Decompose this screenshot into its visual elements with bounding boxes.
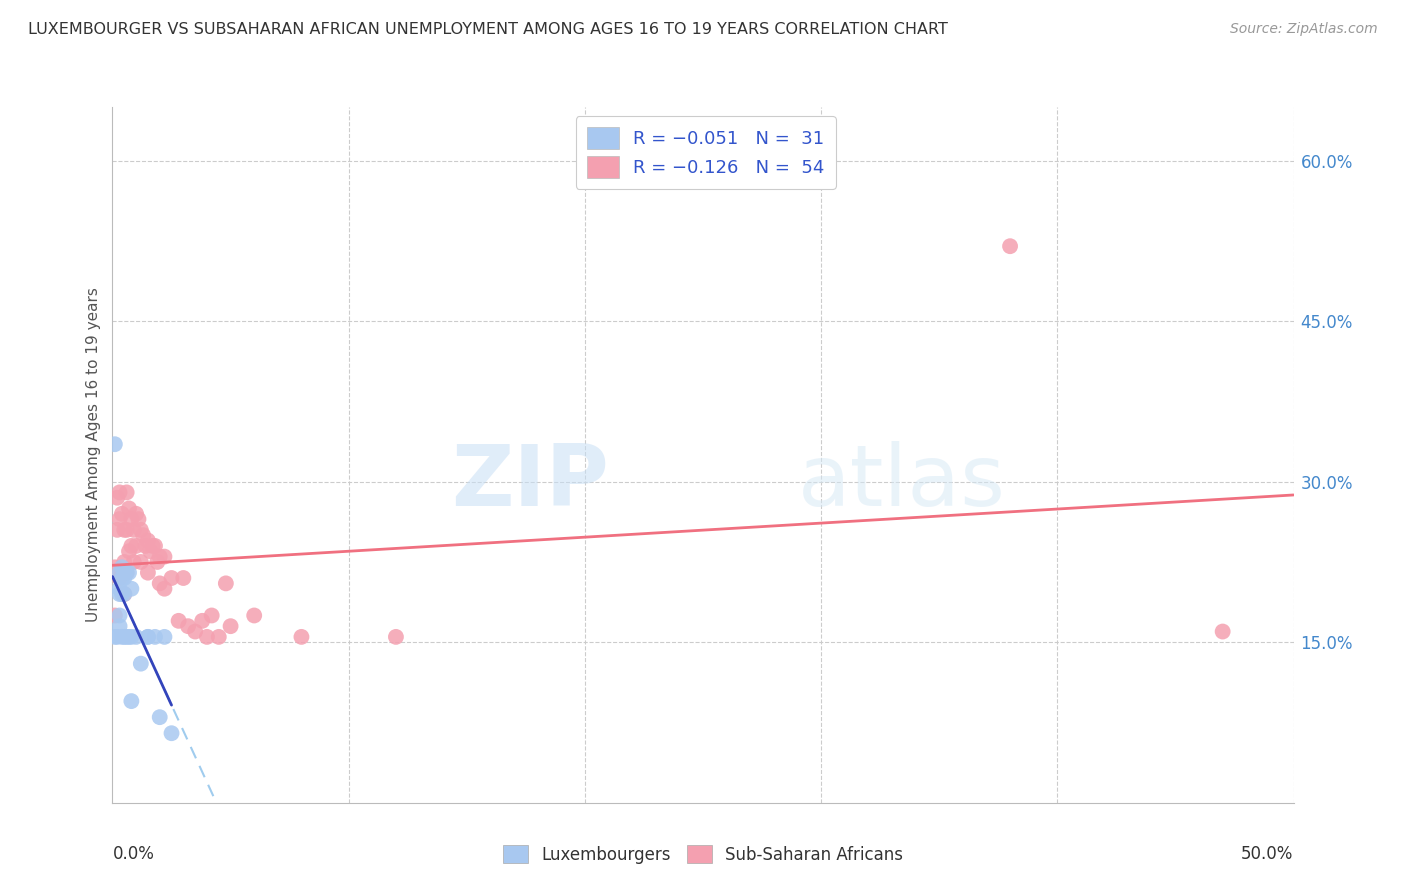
- Point: [998, 239, 1021, 253]
- Point: [108, 571, 131, 585]
- Point: [118, 630, 141, 644]
- Point: [118, 501, 141, 516]
- Point: [143, 539, 166, 553]
- Point: [219, 619, 242, 633]
- Point: [105, 491, 128, 505]
- Point: [142, 539, 165, 553]
- Point: [112, 566, 135, 580]
- Point: [108, 512, 131, 526]
- Point: [125, 507, 148, 521]
- Point: [122, 555, 145, 569]
- Point: [215, 576, 238, 591]
- Point: [111, 587, 134, 601]
- Text: LUXEMBOURGER VS SUBSAHARAN AFRICAN UNEMPLOYMENT AMONG AGES 16 TO 19 YEARS CORREL: LUXEMBOURGER VS SUBSAHARAN AFRICAN UNEMP…: [28, 22, 948, 37]
- Point: [111, 571, 134, 585]
- Point: [115, 566, 138, 580]
- Point: [172, 571, 194, 585]
- Point: [115, 485, 138, 500]
- Point: [132, 528, 155, 542]
- Point: [104, 437, 127, 451]
- Point: [136, 630, 159, 644]
- Point: [118, 566, 141, 580]
- Point: [112, 630, 135, 644]
- Point: [160, 571, 183, 585]
- Point: [195, 630, 218, 644]
- Point: [160, 726, 183, 740]
- Point: [111, 566, 134, 580]
- Point: [112, 555, 135, 569]
- Point: [139, 544, 162, 558]
- Point: [136, 533, 159, 548]
- Point: [243, 608, 266, 623]
- Point: [191, 614, 214, 628]
- Point: [112, 523, 135, 537]
- Point: [153, 549, 176, 564]
- Point: [111, 560, 134, 574]
- Point: [112, 587, 135, 601]
- Point: [120, 582, 142, 596]
- Point: [184, 624, 207, 639]
- Text: atlas: atlas: [797, 442, 1005, 524]
- Point: [120, 630, 142, 644]
- Point: [108, 619, 131, 633]
- Point: [104, 630, 127, 644]
- Point: [153, 582, 176, 596]
- Point: [122, 523, 145, 537]
- Legend: Luxembourgers, Sub-Saharan Africans: Luxembourgers, Sub-Saharan Africans: [496, 838, 910, 871]
- Point: [201, 608, 224, 623]
- Point: [149, 549, 172, 564]
- Point: [149, 576, 172, 591]
- Point: [136, 566, 159, 580]
- Text: ZIP: ZIP: [451, 442, 609, 524]
- Point: [177, 619, 200, 633]
- Point: [111, 507, 134, 521]
- Point: [108, 566, 131, 580]
- Point: [118, 544, 141, 558]
- Point: [125, 630, 148, 644]
- Point: [112, 587, 135, 601]
- Point: [120, 539, 142, 553]
- Point: [104, 560, 127, 574]
- Point: [115, 566, 138, 580]
- Point: [108, 608, 131, 623]
- Point: [385, 630, 408, 644]
- Point: [105, 630, 128, 644]
- Text: Source: ZipAtlas.com: Source: ZipAtlas.com: [1230, 22, 1378, 37]
- Point: [129, 657, 152, 671]
- Point: [108, 587, 131, 601]
- Point: [129, 523, 152, 537]
- Point: [108, 485, 131, 500]
- Point: [129, 555, 152, 569]
- Point: [111, 630, 134, 644]
- Point: [115, 630, 138, 644]
- Point: [127, 512, 149, 526]
- Point: [1212, 624, 1234, 639]
- Text: 50.0%: 50.0%: [1241, 845, 1294, 863]
- Point: [125, 539, 148, 553]
- Point: [120, 512, 142, 526]
- Point: [146, 555, 169, 569]
- Point: [143, 630, 166, 644]
- Text: 0.0%: 0.0%: [112, 845, 155, 863]
- Point: [104, 608, 127, 623]
- Point: [149, 710, 172, 724]
- Point: [167, 614, 190, 628]
- Point: [120, 694, 142, 708]
- Point: [290, 630, 312, 644]
- Point: [153, 630, 176, 644]
- Point: [136, 630, 159, 644]
- Point: [135, 539, 157, 553]
- Point: [105, 523, 128, 537]
- Point: [112, 571, 135, 585]
- Point: [208, 630, 231, 644]
- Point: [108, 582, 131, 596]
- Y-axis label: Unemployment Among Ages 16 to 19 years: Unemployment Among Ages 16 to 19 years: [86, 287, 101, 623]
- Point: [115, 523, 138, 537]
- Legend: R = −0.051   N =  31, R = −0.126   N =  54: R = −0.051 N = 31, R = −0.126 N = 54: [575, 116, 835, 189]
